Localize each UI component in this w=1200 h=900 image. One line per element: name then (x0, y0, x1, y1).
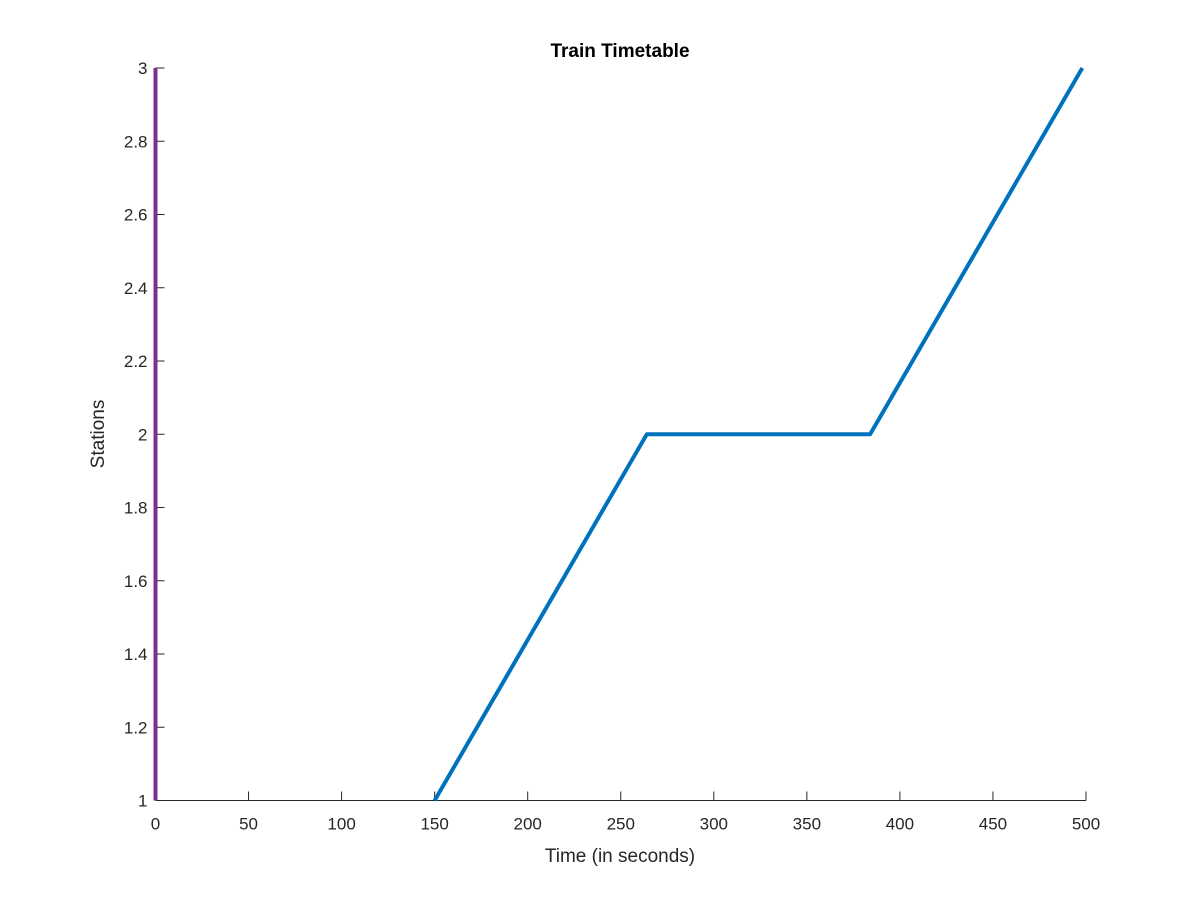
y-tick-label: 2.4 (124, 279, 148, 298)
y-tick-label: 2.2 (124, 352, 148, 371)
y-tick-label: 2.6 (124, 206, 148, 225)
y-tick-label: 2 (138, 425, 147, 444)
x-tick-label: 300 (700, 815, 728, 834)
y-tick-label: 1.6 (124, 572, 148, 591)
series-layer (153, 66, 1085, 802)
y-axis-label: Stations (88, 400, 109, 469)
x-tick-label: 50 (239, 815, 258, 834)
y-tick-label: 1 (138, 792, 147, 811)
y-tick-label: 1.4 (124, 645, 148, 664)
x-tick-label: 200 (514, 815, 542, 834)
y-tick-label: 2.8 (124, 132, 148, 151)
y-tick-label: 1.8 (124, 499, 148, 518)
x-tick-label: 400 (886, 815, 914, 834)
x-tick-label: 0 (151, 815, 160, 834)
x-ticks: 0 50 100 150 200 250 300 350 400 450 500 (151, 791, 1100, 834)
x-tick-label: 250 (607, 815, 635, 834)
x-tick-label: 150 (420, 815, 448, 834)
x-axis-label: Time (in seconds) (545, 846, 695, 867)
series-line-1 (432, 66, 1085, 802)
x-tick-label: 500 (1072, 815, 1100, 834)
y-tick-label: 3 (138, 59, 147, 78)
x-tick-label: 350 (793, 815, 821, 834)
chart-title: Train Timetable (550, 41, 689, 62)
x-tick-label: 450 (979, 815, 1007, 834)
x-tick-label: 100 (327, 815, 355, 834)
y-tick-label: 1.2 (124, 718, 148, 737)
y-ticks: 1 1.2 1.4 1.6 1.8 2 2.2 2.4 2.6 2.8 3 (124, 59, 165, 811)
